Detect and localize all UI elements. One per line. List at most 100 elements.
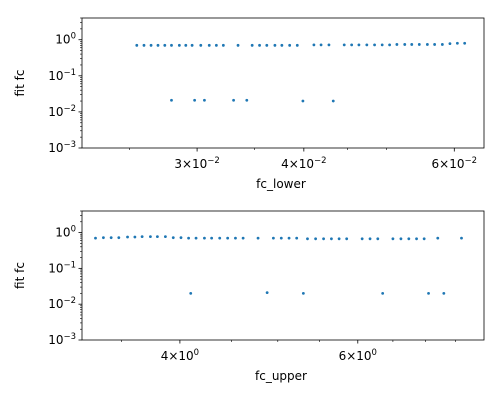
scatter-point xyxy=(388,43,392,47)
y-tick-base: 10 xyxy=(48,105,63,119)
scatter-point xyxy=(436,236,440,240)
plot-frame xyxy=(81,17,485,149)
scatter-point xyxy=(245,98,249,102)
y-tick-exp: −2 xyxy=(63,104,76,114)
x-tick-label: 4×10−2 xyxy=(281,156,327,171)
x-tick-mantissa: 6×10 xyxy=(432,157,465,171)
y-tick-base: 10 xyxy=(48,333,63,347)
x-tick-mantissa: 4×10 xyxy=(161,349,194,363)
scatter-point xyxy=(155,235,159,239)
scatter-point xyxy=(410,43,414,46)
scatter-point xyxy=(306,237,309,241)
scatter-point xyxy=(403,43,407,46)
y-axis-label: fit fc xyxy=(13,70,27,97)
y-tick-label: 100 xyxy=(55,32,76,47)
scatter-point xyxy=(133,235,137,239)
scatter-point xyxy=(455,41,459,45)
scatter-point xyxy=(288,43,292,47)
scatter-point xyxy=(271,236,275,240)
scatter-point xyxy=(184,43,188,47)
scatter-point xyxy=(427,292,430,295)
y-tick-label: 10−2 xyxy=(48,104,76,119)
y-tick-exp: −3 xyxy=(63,140,76,150)
x-tick-label: 3×10−2 xyxy=(174,156,220,171)
y-tick-base: 10 xyxy=(55,33,70,47)
x-axis-label: fc_lower xyxy=(256,177,306,191)
y-tick-label: 10−3 xyxy=(48,332,76,347)
x-tick-label: 4×100 xyxy=(161,348,199,363)
scatter-point xyxy=(140,235,144,239)
x-tick-mantissa: 6×10 xyxy=(339,349,372,363)
scatter-point xyxy=(94,236,97,240)
scatter-point xyxy=(407,237,411,241)
scatter-point xyxy=(163,43,167,47)
x-tick-mantissa: 3×10 xyxy=(174,157,207,171)
scatter-point xyxy=(360,237,364,241)
y-tick-exp: 0 xyxy=(71,225,76,235)
y-tick-base: 10 xyxy=(55,226,70,240)
scatter-point xyxy=(295,43,299,47)
scatter-point xyxy=(301,99,305,103)
scatter-point xyxy=(425,43,429,46)
x-tick-exp: −2 xyxy=(465,156,478,166)
scatter-point xyxy=(149,235,152,239)
scatter-point xyxy=(265,43,269,47)
scatter-point xyxy=(314,237,318,241)
scatter-point xyxy=(193,98,197,102)
scatter-point xyxy=(221,43,225,47)
scatter-point xyxy=(280,43,284,47)
scatter-point xyxy=(376,237,380,241)
scatter-point xyxy=(210,236,214,240)
scatter-point xyxy=(345,237,349,241)
scatter-point xyxy=(126,235,129,239)
scatter-point xyxy=(357,43,361,47)
scatter-point xyxy=(190,43,194,47)
scatter-point xyxy=(250,43,254,47)
x-tick-label: 6×10−2 xyxy=(432,156,478,171)
scatter-point xyxy=(279,236,283,240)
y-tick-label: 100 xyxy=(55,225,76,240)
scatter-point xyxy=(440,43,444,46)
scatter-point xyxy=(256,236,260,240)
scatter-point xyxy=(156,43,160,47)
scatter-point xyxy=(415,237,418,241)
scatter-point xyxy=(179,236,183,240)
scatter-point xyxy=(203,98,206,102)
scatter-point xyxy=(189,292,193,295)
scatter-point xyxy=(241,236,245,240)
scatter-point xyxy=(170,98,173,102)
scatter-point xyxy=(463,41,467,45)
scatter-point xyxy=(218,236,222,240)
x-tick-exp: −2 xyxy=(207,156,220,166)
scatter-point xyxy=(395,43,399,46)
y-tick-base: 10 xyxy=(48,141,63,155)
scatter-point xyxy=(337,237,341,241)
scatter-point xyxy=(287,236,291,240)
y-tick-base: 10 xyxy=(48,69,63,83)
y-tick-label: 10−3 xyxy=(48,140,76,155)
scatter-point xyxy=(319,43,323,47)
scatter-point xyxy=(214,43,218,47)
scatter-point xyxy=(177,43,181,47)
scatter-point xyxy=(448,42,452,46)
scatter-point xyxy=(365,43,369,47)
scatter-point xyxy=(350,43,354,47)
scatter-point xyxy=(422,237,426,241)
x-axis-label: fc_upper xyxy=(255,369,307,383)
scatter-point xyxy=(380,43,384,47)
scatter-point xyxy=(312,43,316,47)
scatter-point xyxy=(258,43,261,47)
scatter-point xyxy=(399,237,403,241)
scatter-point xyxy=(236,43,240,47)
scatter-point xyxy=(273,43,277,47)
scatter-point xyxy=(373,43,376,47)
x-tick-exp: −2 xyxy=(314,156,327,166)
scatter-point xyxy=(330,237,333,241)
x-tick-mantissa: 4×10 xyxy=(281,157,314,171)
scatter-point xyxy=(102,236,105,240)
y-tick-label: 10−2 xyxy=(48,296,76,311)
y-tick-label: 10−1 xyxy=(48,68,76,83)
